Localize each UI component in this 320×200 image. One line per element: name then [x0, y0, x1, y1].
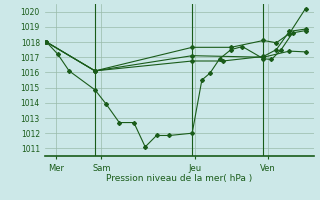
X-axis label: Pression niveau de la mer( hPa ): Pression niveau de la mer( hPa )	[106, 174, 252, 183]
